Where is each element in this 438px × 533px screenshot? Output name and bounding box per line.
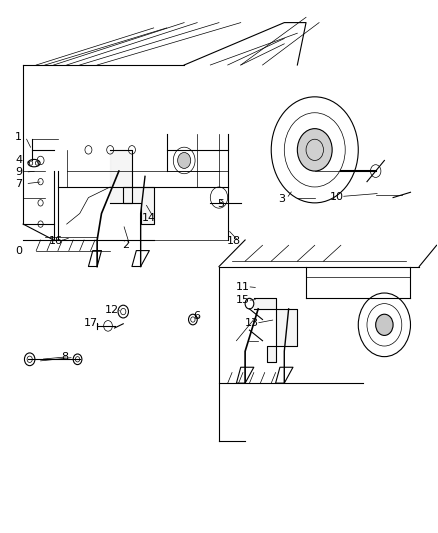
Text: 14: 14 [142, 213, 156, 223]
Text: 16: 16 [49, 236, 63, 246]
Text: 13: 13 [245, 318, 259, 328]
Text: 17: 17 [84, 318, 98, 328]
Text: 15: 15 [236, 295, 250, 305]
Text: 0: 0 [15, 246, 22, 256]
Text: 5: 5 [218, 199, 225, 209]
Circle shape [376, 314, 393, 335]
Text: 6: 6 [194, 311, 201, 321]
Polygon shape [254, 298, 297, 362]
Text: 9: 9 [15, 167, 22, 177]
Text: 12: 12 [105, 305, 120, 315]
Text: 3: 3 [279, 193, 286, 204]
Text: 4: 4 [15, 156, 22, 165]
Circle shape [178, 152, 191, 168]
Circle shape [297, 128, 332, 171]
Text: 7: 7 [15, 179, 22, 189]
Text: 11: 11 [236, 281, 250, 292]
Text: 2: 2 [122, 240, 129, 251]
Text: 1: 1 [15, 132, 22, 142]
Polygon shape [110, 150, 154, 224]
Text: 18: 18 [227, 236, 241, 246]
Text: 8: 8 [61, 352, 68, 361]
Text: 10: 10 [329, 191, 343, 201]
